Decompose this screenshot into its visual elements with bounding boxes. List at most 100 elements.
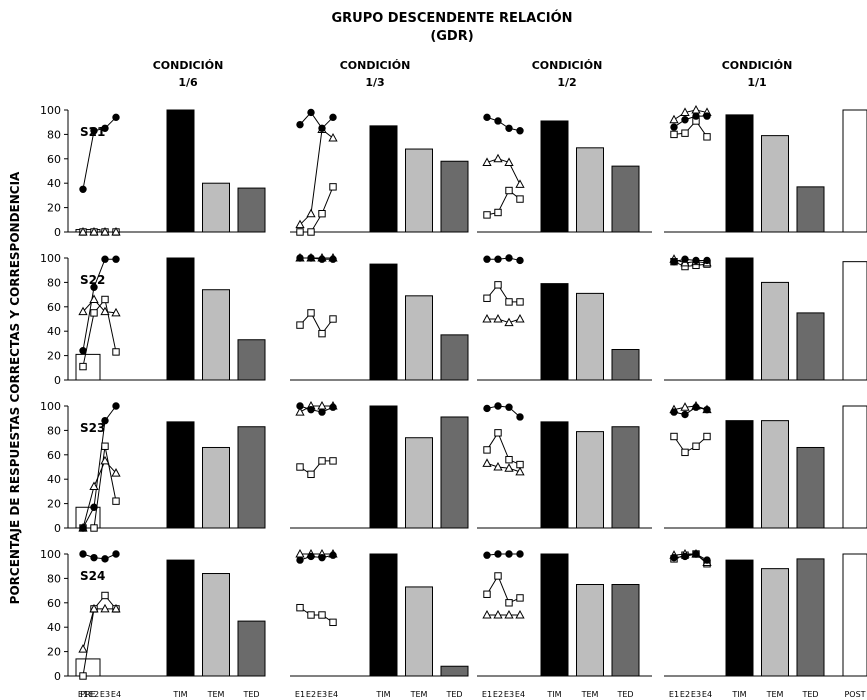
circle-point bbox=[516, 550, 524, 558]
chart-title: GRUPO DESCENDENTE RELACIÓN bbox=[331, 10, 572, 26]
post-bar bbox=[842, 553, 867, 677]
triangle-point bbox=[89, 481, 99, 491]
square-series-line bbox=[486, 189, 521, 216]
bar-ted bbox=[796, 312, 825, 381]
square-point bbox=[296, 228, 304, 236]
square-point bbox=[296, 603, 304, 612]
post-bar bbox=[842, 405, 867, 529]
circle-point bbox=[112, 402, 120, 410]
square-series-line bbox=[83, 446, 117, 529]
square-point bbox=[307, 309, 315, 317]
x-label-bar: TEM bbox=[581, 690, 599, 699]
condition-header-1: CONDICIÓN bbox=[153, 59, 224, 72]
square-point bbox=[318, 210, 326, 218]
condition-ratio-1: 1/6 bbox=[178, 76, 198, 89]
circle-point bbox=[79, 524, 87, 532]
x-label-session: E2 bbox=[306, 690, 316, 699]
square-point bbox=[505, 599, 513, 607]
y-axis-title: PORCENTAJE DE RESPUESTAS CORRECTAS Y COR… bbox=[8, 171, 22, 604]
triangle-point bbox=[89, 294, 99, 303]
x-label-bar: TEM bbox=[766, 690, 784, 699]
triangle-point bbox=[89, 603, 99, 613]
bar-tem bbox=[576, 147, 604, 233]
circle-point bbox=[79, 550, 87, 558]
y-tick-label: 20 bbox=[47, 646, 61, 659]
triangle-point bbox=[515, 313, 525, 323]
x-label-bar: TED bbox=[801, 690, 818, 699]
bar-tem bbox=[761, 135, 789, 233]
pre-bar bbox=[75, 658, 101, 677]
triangle-point bbox=[78, 644, 88, 653]
x-label-bar: TED bbox=[616, 690, 633, 699]
x-label-session: E1 bbox=[669, 690, 679, 699]
circle-point bbox=[494, 255, 502, 263]
triangle-point bbox=[680, 107, 690, 116]
triangle-point bbox=[295, 407, 305, 416]
triangle-point bbox=[515, 466, 525, 476]
triangle-point bbox=[100, 306, 110, 316]
triangle-point bbox=[504, 463, 514, 472]
triangle-point bbox=[482, 458, 492, 467]
circle-series-line bbox=[299, 405, 334, 413]
bar-ted bbox=[440, 160, 469, 233]
circle-series-line bbox=[673, 406, 708, 416]
y-tick-label: 80 bbox=[47, 572, 61, 585]
triangle-point bbox=[515, 179, 525, 188]
circle-point bbox=[90, 127, 98, 135]
subject-row-s22: 0 20 40 60 80 100 S22 bbox=[40, 252, 867, 387]
square-point bbox=[329, 315, 337, 323]
square-point bbox=[79, 362, 87, 371]
square-point bbox=[296, 463, 304, 471]
circle-point bbox=[307, 108, 315, 117]
x-label-session: E3 bbox=[691, 690, 701, 699]
subject-row-s24: 0 20 40 60 80 100 S24 bbox=[40, 548, 867, 683]
triangle-point bbox=[482, 609, 492, 619]
square-point bbox=[494, 208, 502, 217]
y-tick-label: 20 bbox=[47, 498, 61, 511]
circle-point bbox=[703, 556, 711, 564]
square-point bbox=[112, 497, 120, 505]
square-point bbox=[90, 524, 98, 532]
triangle-series-line bbox=[487, 318, 521, 324]
y-axis-title-group: PORCENTAJE DE RESPUESTAS CORRECTAS Y COR… bbox=[8, 171, 22, 604]
bar-tim bbox=[166, 421, 195, 529]
square-point bbox=[505, 455, 513, 464]
subject-panels: 020406080100S21020406080100S220204060801… bbox=[40, 104, 867, 683]
square-point bbox=[101, 442, 109, 450]
condition-ratio-3: 1/2 bbox=[557, 76, 576, 89]
square-point bbox=[516, 594, 524, 602]
triangle-point bbox=[295, 219, 305, 229]
circle-point bbox=[670, 123, 678, 131]
bar-tem bbox=[405, 586, 433, 677]
square-series-line bbox=[673, 120, 708, 138]
triangle-point bbox=[111, 307, 121, 317]
circle-point bbox=[494, 550, 502, 558]
triangle-point bbox=[515, 609, 525, 619]
bar-ted bbox=[796, 446, 825, 529]
square-point bbox=[505, 298, 513, 306]
x-label-bar: TIM bbox=[731, 690, 746, 699]
subject-row-s23: 0 20 40 60 80 100 S23 bbox=[40, 400, 867, 535]
circle-point bbox=[79, 185, 87, 194]
x-label-session: E3 bbox=[317, 690, 327, 699]
circle-point bbox=[101, 124, 109, 133]
circle-series-line bbox=[82, 405, 117, 529]
y-tick-label: 80 bbox=[47, 128, 61, 141]
bar-ted bbox=[611, 349, 640, 381]
circle-point bbox=[101, 416, 109, 425]
bar-tim bbox=[369, 405, 398, 529]
x-label-session: E1 bbox=[78, 690, 88, 699]
circle-point bbox=[90, 283, 98, 291]
condition-ratio-4: 1/1 bbox=[747, 76, 766, 89]
x-label-post: POST bbox=[844, 690, 865, 699]
square-point bbox=[90, 309, 98, 317]
bar-ted bbox=[611, 165, 640, 233]
triangle-point bbox=[493, 153, 503, 163]
bar-tim bbox=[540, 553, 569, 677]
circle-point bbox=[681, 116, 689, 124]
y-tick-label: 60 bbox=[47, 153, 61, 166]
y-tick-label: 100 bbox=[40, 252, 61, 265]
bar-tem bbox=[202, 446, 230, 529]
square-point bbox=[703, 432, 711, 441]
